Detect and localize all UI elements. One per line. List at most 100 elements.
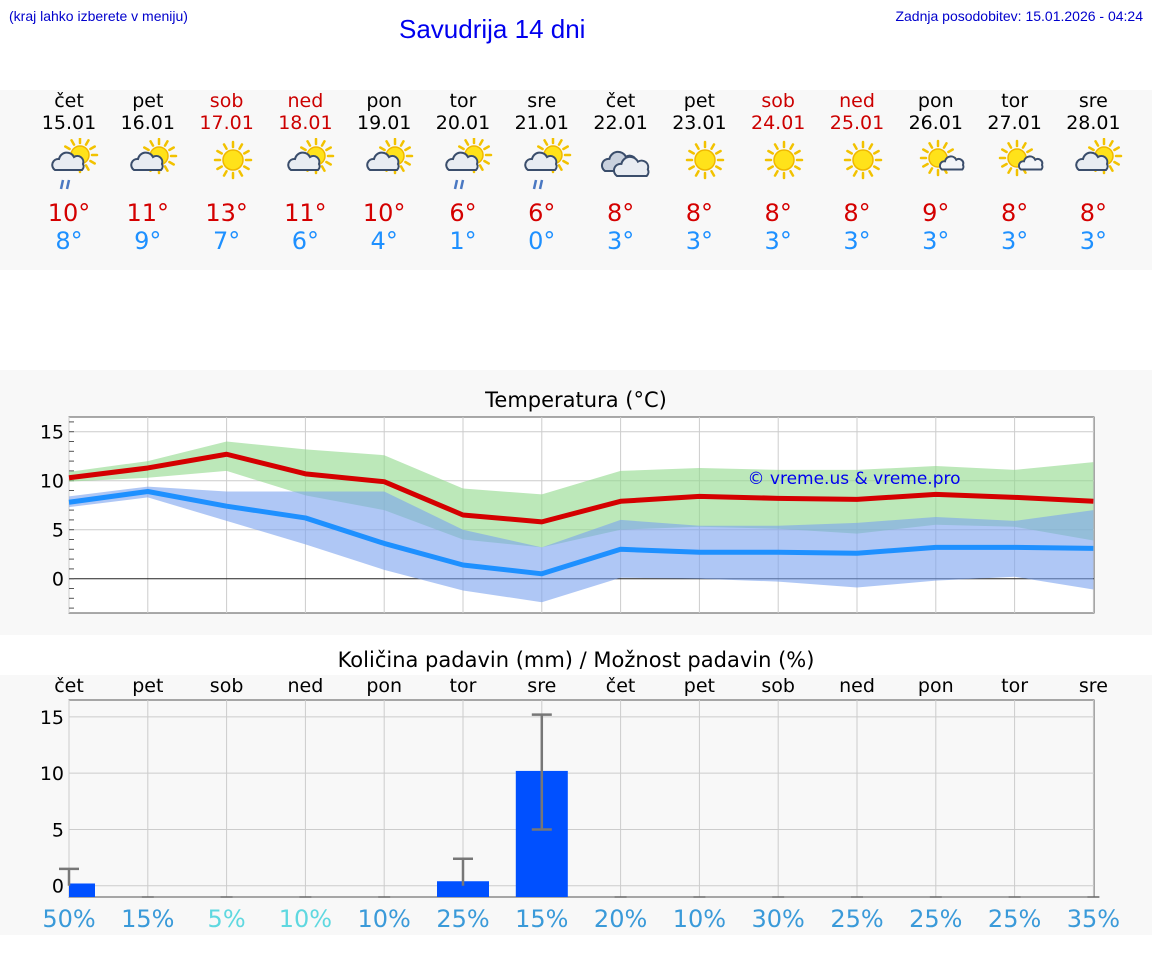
- y-tick-label: 10: [40, 471, 64, 493]
- sun-icon: [213, 140, 252, 180]
- temp-min: 3°: [685, 227, 714, 255]
- day-name: ned: [839, 90, 875, 112]
- temp-min: 4°: [370, 227, 398, 255]
- precip-probability: 25%: [988, 905, 1041, 933]
- x-category-label: čet: [606, 675, 636, 697]
- precip-probability: 20%: [594, 905, 647, 933]
- precip-probability: 25%: [909, 905, 962, 933]
- temp-max: 8°: [606, 199, 635, 227]
- x-category-label: pet: [132, 675, 163, 697]
- precip-probability: 25%: [830, 905, 883, 933]
- day-name: tor: [449, 90, 477, 112]
- day-name: čet: [605, 90, 636, 112]
- temp-min: 1°: [449, 227, 477, 255]
- x-category-label: pet: [684, 675, 715, 697]
- precip-probability: 30%: [752, 905, 805, 933]
- y-tick-label: 5: [52, 819, 64, 841]
- x-category-label: tor: [450, 675, 477, 697]
- x-category-label: pon: [918, 675, 954, 697]
- day-date: 26.01: [908, 112, 963, 134]
- temp-max: 13°: [205, 199, 248, 227]
- temp-max: 11°: [284, 199, 327, 227]
- day-name: ned: [287, 90, 324, 112]
- temp-max: 8°: [685, 199, 714, 227]
- day-name: pon: [917, 90, 954, 112]
- precip-probability: 50%: [42, 905, 95, 933]
- temp-max: 6°: [528, 199, 556, 227]
- min-range-band: [69, 486, 1094, 603]
- temp-min: 7°: [212, 227, 241, 255]
- day-date: 28.01: [1066, 112, 1121, 134]
- day-date: 23.01: [672, 112, 727, 134]
- day-name: sob: [209, 90, 244, 112]
- day-name: pet: [683, 90, 715, 112]
- location-hint: (kraj lahko izberete v meniju): [9, 8, 188, 24]
- sun-cloud-icon: [366, 138, 414, 175]
- sun-cloud-rain-icon: [524, 138, 572, 190]
- temp-max: 10°: [362, 199, 406, 227]
- x-category-label: sre: [527, 675, 556, 697]
- temp-max: 6°: [449, 199, 477, 227]
- x-category-label: sob: [761, 675, 795, 697]
- day-date: 25.01: [829, 112, 885, 134]
- day-date: 27.01: [987, 112, 1042, 134]
- x-category-label: pon: [366, 675, 402, 697]
- precip-bar: [437, 881, 489, 897]
- sun-small-cloud-icon: [919, 139, 965, 177]
- max-temp-line: [68, 451, 1094, 525]
- day-date: 15.01: [41, 112, 97, 134]
- day-date: 24.01: [750, 112, 806, 134]
- sun-cloud-rain-icon: [445, 138, 493, 190]
- y-tick-label: 10: [40, 763, 64, 785]
- x-category-label: sre: [1079, 675, 1108, 697]
- temp-min: 3°: [1079, 227, 1108, 255]
- y-tick-label: 15: [40, 422, 64, 444]
- x-category-label: ned: [839, 675, 875, 697]
- temp-max: 9°: [922, 199, 950, 227]
- min-temp-line: [68, 488, 1094, 577]
- sun-icon: [764, 140, 804, 180]
- temp-max: 8°: [1079, 199, 1108, 227]
- temp-max: 8°: [843, 199, 871, 227]
- temp-max: 11°: [126, 199, 170, 227]
- precipitation-chart-title: Količina padavin (mm) / Možnost padavin …: [337, 648, 815, 672]
- sun-cloud-icon: [287, 138, 335, 175]
- sun-small-cloud-icon: [998, 139, 1043, 177]
- day-name: čet: [54, 90, 84, 112]
- day-date: 19.01: [356, 112, 412, 134]
- temp-min: 3°: [1000, 227, 1029, 255]
- temp-min: 6°: [291, 227, 320, 255]
- temperature-chart: 0 5 10 15 © vreme.us & vreme.pro: [40, 416, 1095, 614]
- sun-icon: [843, 140, 883, 180]
- plot-area: [68, 699, 1095, 898]
- day-date: 22.01: [593, 112, 648, 134]
- x-category-label: čet: [54, 675, 84, 697]
- max-range-band: [69, 441, 1094, 548]
- temp-max: 8°: [764, 199, 792, 227]
- sun-cloud-icon: [130, 138, 178, 175]
- temp-max: 10°: [47, 199, 91, 227]
- temp-min: 3°: [764, 227, 792, 255]
- day-name: sre: [527, 90, 557, 112]
- x-category-label: ned: [288, 675, 324, 697]
- day-date: 16.01: [120, 112, 175, 134]
- day-name: tor: [1001, 90, 1029, 112]
- temp-min: 0°: [528, 227, 556, 255]
- precip-probability: 15%: [121, 905, 174, 933]
- day-name: sre: [1078, 90, 1108, 112]
- sun-cloud-rain-icon: [51, 138, 99, 190]
- y-tick-label: 15: [40, 707, 64, 729]
- day-name: pet: [132, 90, 164, 112]
- day-date: 21.01: [514, 112, 569, 134]
- cloudy-icon: [600, 150, 649, 177]
- precip-probability: 5%: [208, 905, 246, 933]
- day-name: pon: [366, 90, 403, 112]
- temp-min: 3°: [843, 227, 871, 255]
- watermark: © vreme.us & vreme.pro: [747, 469, 960, 489]
- sun-cloud-icon: [1075, 138, 1123, 175]
- x-category-label: tor: [1001, 675, 1028, 697]
- y-tick-label: 0: [52, 876, 64, 898]
- day-date: 17.01: [199, 112, 254, 134]
- day-name: sob: [761, 90, 795, 112]
- precip-probability: 25%: [436, 905, 489, 933]
